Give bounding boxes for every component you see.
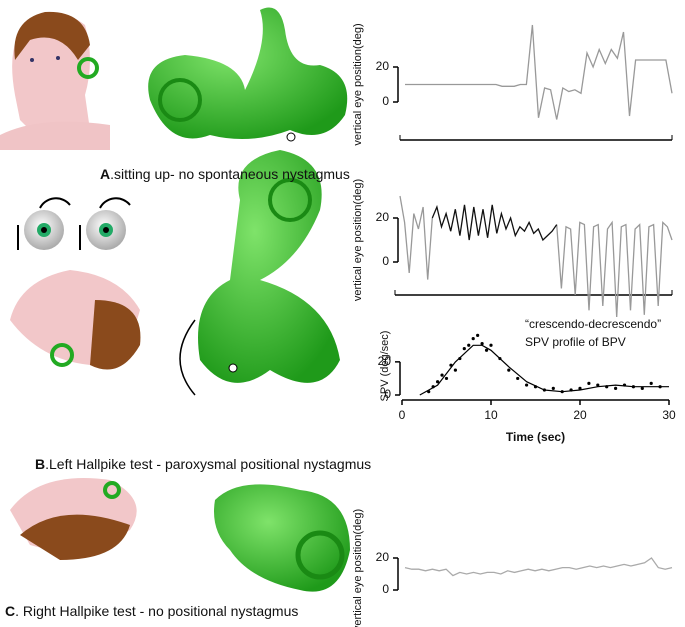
x-tick-label: 20 bbox=[573, 408, 587, 422]
x-tick-label: 30 bbox=[662, 408, 676, 422]
point bbox=[507, 368, 511, 372]
caption: A.sitting up- no spontaneous nystagmus bbox=[100, 166, 350, 182]
illustrations bbox=[0, 7, 350, 592]
trace bbox=[404, 557, 673, 577]
trace bbox=[399, 195, 673, 318]
point bbox=[587, 381, 591, 385]
point bbox=[476, 333, 480, 337]
point bbox=[614, 386, 618, 390]
caption-text: . Right Hallpike test - no positional ny… bbox=[15, 603, 298, 619]
point bbox=[484, 348, 489, 352]
point bbox=[516, 376, 520, 381]
y-tick-label: 0 bbox=[382, 254, 389, 268]
y-tick-label: 0 bbox=[384, 387, 391, 401]
x-axis-label: Time (sec) bbox=[506, 430, 565, 444]
y-axis-label: vertical eye position(deg) bbox=[352, 179, 364, 301]
y-tick-label: 0 bbox=[382, 582, 389, 596]
point bbox=[453, 368, 457, 372]
point bbox=[440, 373, 444, 377]
x-tick-label: 10 bbox=[484, 408, 498, 422]
point bbox=[525, 383, 529, 387]
point bbox=[471, 337, 475, 341]
trace bbox=[431, 204, 558, 242]
point bbox=[436, 380, 440, 384]
y-tick-label: 20 bbox=[376, 210, 390, 224]
point bbox=[489, 343, 493, 347]
caption-text: .sitting up- no spontaneous nystagmus bbox=[110, 166, 350, 182]
fit-curve bbox=[419, 344, 669, 396]
panel-letter: A bbox=[100, 166, 110, 182]
point bbox=[596, 383, 600, 387]
point bbox=[640, 386, 644, 390]
annotation: “crescendo-decrescendo” bbox=[525, 317, 661, 331]
point bbox=[480, 342, 484, 346]
y-tick-label: 20 bbox=[376, 59, 390, 73]
caption: C. Right Hallpike test - no positional n… bbox=[5, 603, 298, 619]
panel-letter: B bbox=[35, 456, 45, 472]
caption-text: .Left Hallpike test - paroxysmal positio… bbox=[45, 456, 371, 472]
y-axis-label: SPV (deg/sec) bbox=[379, 331, 391, 402]
caption: B.Left Hallpike test - paroxysmal positi… bbox=[35, 456, 371, 472]
x-tick-label: 0 bbox=[399, 408, 406, 422]
y-axis-label: vertical eye position(deg) bbox=[352, 509, 364, 627]
panel-letter: C bbox=[5, 603, 15, 619]
y-tick-label: 20 bbox=[376, 550, 390, 564]
point bbox=[578, 386, 582, 390]
annotation: SPV profile of BPV bbox=[525, 335, 626, 349]
point bbox=[649, 381, 653, 385]
y-tick-label: 0 bbox=[382, 94, 389, 108]
point bbox=[444, 376, 449, 381]
point bbox=[551, 386, 555, 390]
trace bbox=[405, 24, 673, 120]
y-tick-label: 20 bbox=[378, 354, 392, 368]
y-axis-label: vertical eye position(deg) bbox=[352, 23, 364, 145]
point bbox=[462, 347, 466, 351]
point bbox=[467, 343, 471, 347]
